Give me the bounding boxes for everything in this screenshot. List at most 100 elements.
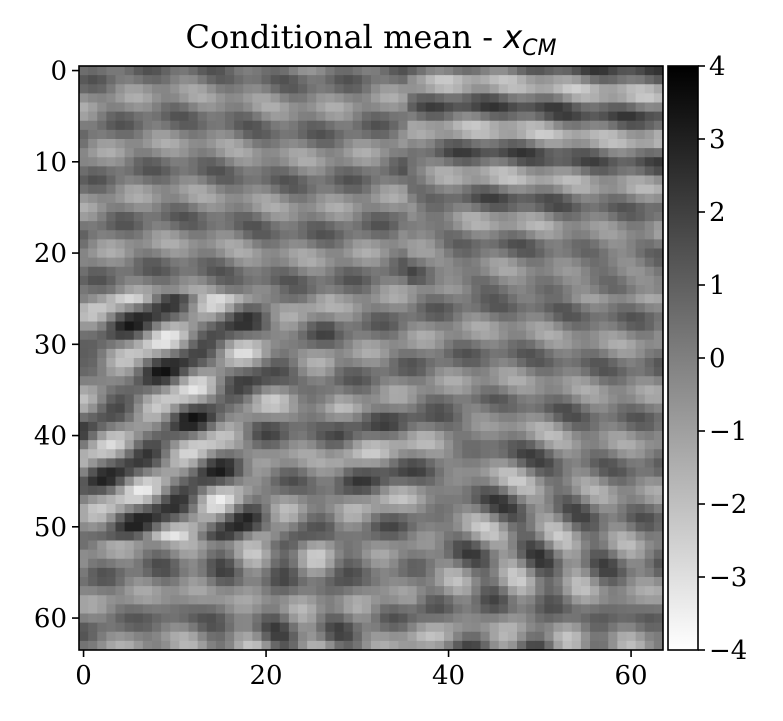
heatmap-cell xyxy=(115,312,126,323)
heatmap-cell xyxy=(608,577,618,587)
heatmap-cell xyxy=(526,412,536,423)
heatmap-cell xyxy=(517,230,527,240)
heatmap-cell xyxy=(106,330,117,341)
heatmap-cell xyxy=(407,631,418,642)
x-tick-label: 60 xyxy=(615,661,648,691)
heatmap-cell xyxy=(343,604,354,615)
heatmap-cell xyxy=(507,120,518,131)
heatmap-cell xyxy=(635,622,646,633)
heatmap-cell xyxy=(106,376,117,386)
heatmap-cell xyxy=(170,567,180,578)
heatmap-cell xyxy=(179,157,190,167)
heatmap-cell xyxy=(234,421,244,432)
heatmap-cell xyxy=(590,321,600,332)
heatmap-cell xyxy=(97,266,107,277)
heatmap-cell xyxy=(307,476,317,487)
heatmap-cell xyxy=(307,230,317,240)
heatmap-cell xyxy=(261,367,272,377)
heatmap-cell xyxy=(133,431,144,441)
heatmap-cell xyxy=(617,586,628,596)
heatmap-cell xyxy=(252,266,263,277)
heatmap-cell xyxy=(590,549,600,560)
heatmap-cell xyxy=(179,476,190,487)
heatmap-cell xyxy=(115,458,126,469)
heatmap-cell xyxy=(553,321,564,332)
heatmap-cell xyxy=(526,449,536,459)
heatmap-cell xyxy=(507,75,518,85)
heatmap-cell xyxy=(288,577,299,587)
heatmap-cell xyxy=(453,440,463,450)
heatmap-cell xyxy=(325,339,336,350)
heatmap-cell xyxy=(544,367,555,377)
heatmap-cell xyxy=(544,275,555,286)
heatmap-cell xyxy=(425,595,436,605)
heatmap-cell xyxy=(444,586,454,596)
heatmap-cell xyxy=(234,412,244,423)
heatmap-cell xyxy=(562,540,573,551)
heatmap-cell xyxy=(553,412,564,423)
heatmap-cell xyxy=(152,367,162,377)
heatmap-cell xyxy=(234,184,244,195)
heatmap-cell xyxy=(288,595,299,605)
heatmap-cell xyxy=(571,449,582,459)
heatmap-cell xyxy=(88,403,98,414)
heatmap-cell xyxy=(535,613,545,624)
heatmap-cell xyxy=(343,348,354,359)
heatmap-cell xyxy=(252,221,263,231)
heatmap-cell xyxy=(243,157,253,167)
heatmap-cell xyxy=(544,577,555,587)
heatmap-cell xyxy=(580,184,591,195)
heatmap-cell xyxy=(279,549,290,560)
heatmap-cell xyxy=(161,476,171,487)
heatmap-cell xyxy=(444,494,454,505)
heatmap-cell xyxy=(161,184,171,195)
heatmap-cell xyxy=(115,558,126,569)
heatmap-cell xyxy=(444,157,454,167)
heatmap-cell xyxy=(535,631,545,642)
heatmap-cell xyxy=(106,212,117,222)
heatmap-cell xyxy=(133,66,144,76)
heatmap-cell xyxy=(225,622,235,633)
heatmap-cell xyxy=(380,549,390,560)
heatmap-cell xyxy=(243,467,253,478)
heatmap-cell xyxy=(407,449,418,459)
heatmap-cell xyxy=(170,522,180,532)
heatmap-cell xyxy=(526,275,536,286)
heatmap-cell xyxy=(416,275,427,286)
heatmap-cell xyxy=(97,184,107,195)
heatmap-cell xyxy=(88,504,98,514)
heatmap-cell xyxy=(553,212,564,222)
heatmap-cell xyxy=(352,631,363,642)
heatmap-cell xyxy=(526,202,536,213)
heatmap-cell xyxy=(434,586,445,596)
heatmap-cell xyxy=(352,558,363,569)
heatmap-cell xyxy=(398,440,409,450)
heatmap-cell xyxy=(507,494,518,505)
heatmap-cell xyxy=(152,202,162,213)
heatmap-cell xyxy=(590,111,600,122)
heatmap-cell xyxy=(343,202,354,213)
heatmap-cell xyxy=(389,66,399,76)
heatmap-cell xyxy=(206,348,217,359)
heatmap-cell xyxy=(79,148,89,158)
heatmap-cell xyxy=(133,440,144,450)
heatmap-cell xyxy=(79,275,89,286)
heatmap-cell xyxy=(106,221,117,231)
heatmap-cell xyxy=(170,257,180,268)
heatmap-cell xyxy=(517,330,527,341)
heatmap-cell xyxy=(434,567,445,578)
heatmap-cell xyxy=(599,376,609,386)
heatmap-cell xyxy=(571,458,582,469)
heatmap-cell xyxy=(307,166,317,177)
heatmap-cell xyxy=(316,184,326,195)
heatmap-cell xyxy=(206,120,217,131)
heatmap-cell xyxy=(380,202,390,213)
heatmap-cell xyxy=(361,367,372,377)
heatmap-cell xyxy=(124,586,135,596)
heatmap-cell xyxy=(517,93,527,104)
heatmap-cell xyxy=(188,93,199,104)
heatmap-cell xyxy=(517,449,527,459)
heatmap-cell xyxy=(644,75,655,85)
heatmap-cell xyxy=(361,467,372,478)
heatmap-cell xyxy=(270,586,281,596)
